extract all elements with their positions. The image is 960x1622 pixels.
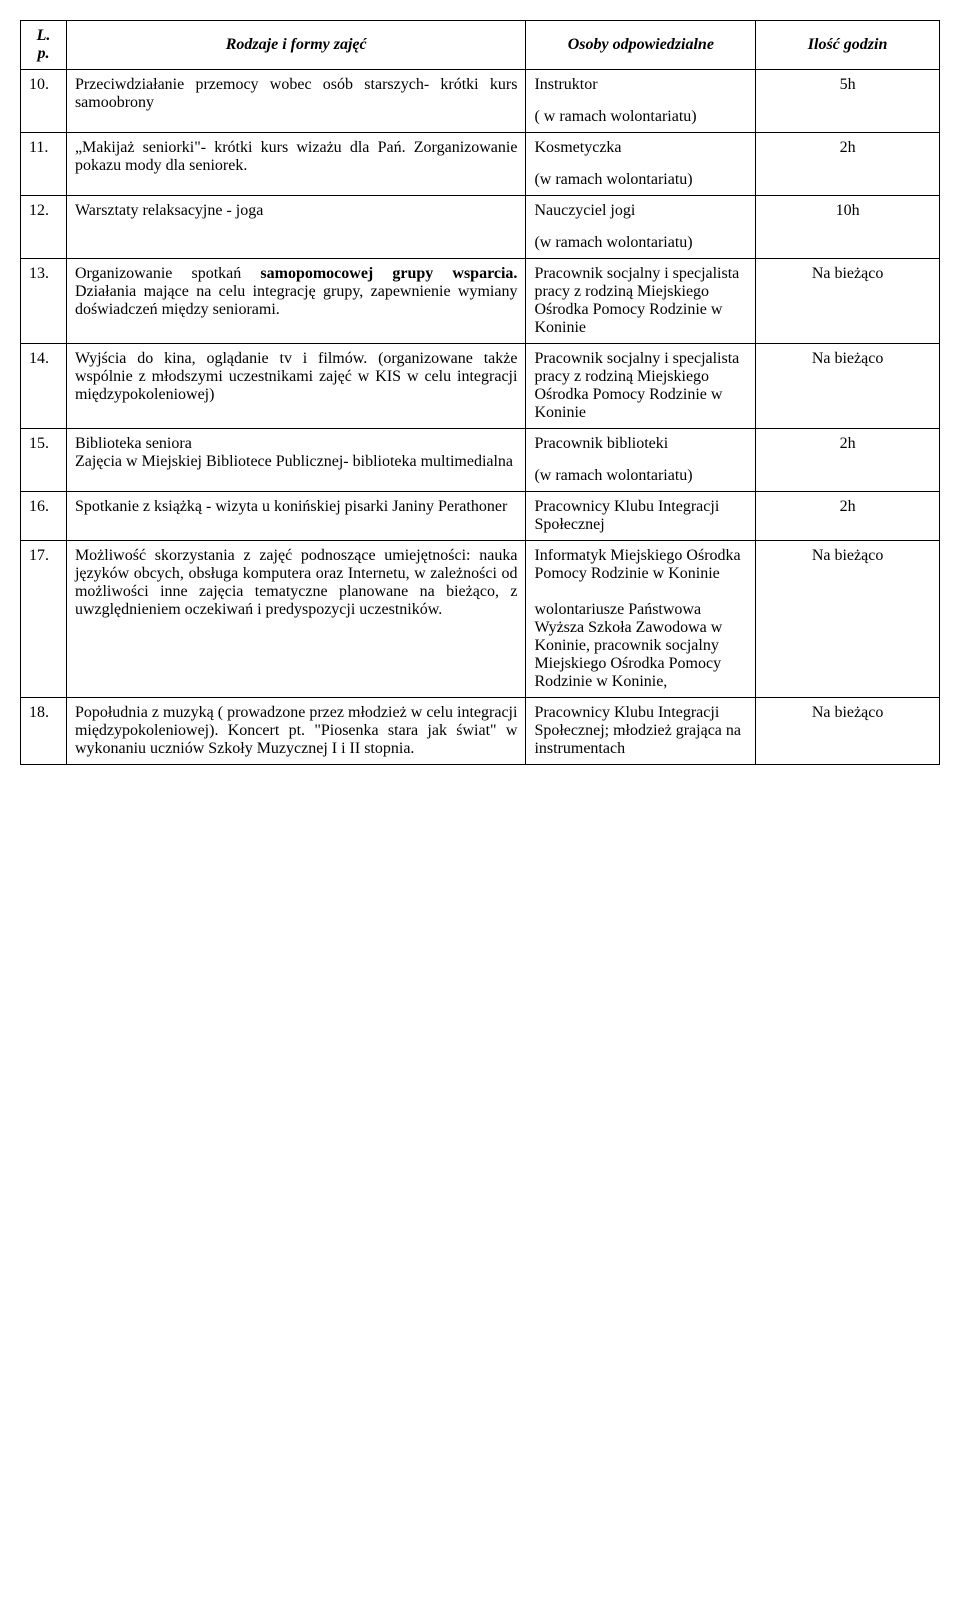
- resp-line: (w ramach wolontariatu): [534, 234, 747, 252]
- table-row: 17. Możliwość skorzystania z zajęć podno…: [21, 541, 940, 698]
- cell-resp: Instruktor ( w ramach wolontariatu): [526, 70, 756, 133]
- desc-line: Biblioteka seniora: [75, 435, 518, 453]
- cell-desc: „Makijaż seniorki"- krótki kurs wizażu d…: [66, 133, 526, 196]
- cell-resp: Nauczyciel jogi (w ramach wolontariatu): [526, 196, 756, 259]
- cell-resp: Kosmetyczka (w ramach wolontariatu): [526, 133, 756, 196]
- resp-line: Informatyk Miejskiego Ośrodka Pomocy Rod…: [534, 547, 747, 583]
- cell-resp: Pracownicy Klubu Integracji Społecznej: [526, 492, 756, 541]
- cell-lp: 10.: [21, 70, 67, 133]
- cell-desc: Wyjścia do kina, oglądanie tv i filmów. …: [66, 344, 526, 429]
- resp-line: Instruktor: [534, 76, 747, 94]
- table-row: 13. Organizowanie spotkań samopomocowej …: [21, 259, 940, 344]
- cell-hours: 2h: [756, 133, 940, 196]
- cell-resp: Informatyk Miejskiego Ośrodka Pomocy Rod…: [526, 541, 756, 698]
- resp-line: (w ramach wolontariatu): [534, 467, 747, 485]
- table-row: 12. Warsztaty relaksacyjne - joga Nauczy…: [21, 196, 940, 259]
- cell-desc: Organizowanie spotkań samopomocowej grup…: [66, 259, 526, 344]
- resp-line: (w ramach wolontariatu): [534, 171, 747, 189]
- cell-lp: 18.: [21, 698, 67, 765]
- cell-hours: Na bieżąco: [756, 344, 940, 429]
- table-row: 18. Popołudnia z muzyką ( prowadzone prz…: [21, 698, 940, 765]
- desc-line: Zajęcia w Miejskiej Bibliotece Publiczne…: [75, 453, 518, 471]
- resp-line: Kosmetyczka: [534, 139, 747, 157]
- resp-line: wolontariusze Państwowa Wyższa Szkoła Za…: [534, 601, 747, 691]
- cell-lp: 16.: [21, 492, 67, 541]
- header-resp: Osoby odpowiedzialne: [526, 21, 756, 70]
- cell-hours: 5h: [756, 70, 940, 133]
- header-lp: L. p.: [21, 21, 67, 70]
- cell-hours: 2h: [756, 492, 940, 541]
- cell-lp: 17.: [21, 541, 67, 698]
- cell-resp: Pracownicy Klubu Integracji Społecznej; …: [526, 698, 756, 765]
- resp-line: ( w ramach wolontariatu): [534, 108, 747, 126]
- cell-hours: Na bieżąco: [756, 259, 940, 344]
- cell-resp: Pracownik socjalny i specjalista pracy z…: [526, 344, 756, 429]
- cell-lp: 15.: [21, 429, 67, 492]
- cell-hours: 2h: [756, 429, 940, 492]
- cell-desc: Spotkanie z książką - wizyta u konińskie…: [66, 492, 526, 541]
- cell-desc: Warsztaty relaksacyjne - joga: [66, 196, 526, 259]
- table-row: 14. Wyjścia do kina, oglądanie tv i film…: [21, 344, 940, 429]
- cell-desc: Popołudnia z muzyką ( prowadzone przez m…: [66, 698, 526, 765]
- cell-hours: Na bieżąco: [756, 698, 940, 765]
- schedule-table: L. p. Rodzaje i formy zajęć Osoby odpowi…: [20, 20, 940, 765]
- cell-desc: Biblioteka seniora Zajęcia w Miejskiej B…: [66, 429, 526, 492]
- table-row: 16. Spotkanie z książką - wizyta u koniń…: [21, 492, 940, 541]
- cell-desc: Możliwość skorzystania z zajęć podnosząc…: [66, 541, 526, 698]
- desc-bold: samopomocowej grupy wsparcia.: [260, 265, 517, 282]
- cell-hours: Na bieżąco: [756, 541, 940, 698]
- resp-line: Nauczyciel jogi: [534, 202, 747, 220]
- table-header-row: L. p. Rodzaje i formy zajęć Osoby odpowi…: [21, 21, 940, 70]
- table-row: 11. „Makijaż seniorki"- krótki kurs wiza…: [21, 133, 940, 196]
- table-row: 10. Przeciwdziałanie przemocy wobec osób…: [21, 70, 940, 133]
- desc-part: Działania mające na celu integrację grup…: [75, 283, 518, 318]
- header-desc: Rodzaje i formy zajęć: [66, 21, 526, 70]
- table-row: 15. Biblioteka seniora Zajęcia w Miejski…: [21, 429, 940, 492]
- cell-lp: 13.: [21, 259, 67, 344]
- cell-lp: 14.: [21, 344, 67, 429]
- cell-resp: Pracownik biblioteki (w ramach wolontari…: [526, 429, 756, 492]
- cell-hours: 10h: [756, 196, 940, 259]
- desc-part: Organizowanie spotkań: [75, 265, 260, 282]
- cell-resp: Pracownik socjalny i specjalista pracy z…: [526, 259, 756, 344]
- cell-desc: Przeciwdziałanie przemocy wobec osób sta…: [66, 70, 526, 133]
- header-hours: Ilość godzin: [756, 21, 940, 70]
- cell-lp: 11.: [21, 133, 67, 196]
- cell-lp: 12.: [21, 196, 67, 259]
- resp-line: Pracownik biblioteki: [534, 435, 747, 453]
